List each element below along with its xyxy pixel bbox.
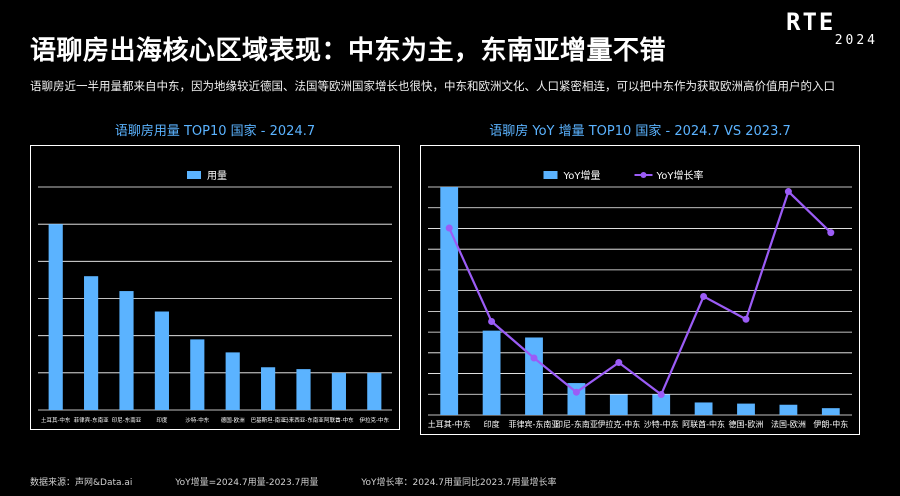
category-label: 法国-欧洲 bbox=[771, 419, 806, 429]
category-label: 马来西亚-东南亚 bbox=[283, 416, 324, 424]
bar bbox=[84, 276, 99, 410]
category-label: 印尼-东南亚 bbox=[555, 419, 598, 429]
bar bbox=[567, 383, 586, 415]
footer: 数据来源：声网&Data.ai YoY增量=2024.7用量-2023.7用量 … bbox=[30, 475, 597, 488]
bar bbox=[737, 403, 755, 415]
line-point bbox=[700, 292, 708, 300]
chart2: 土耳其-中东 印度 菲律宾-东南亚 印尼-东南亚 伊拉克-中东 沙特-中东 阿联酋-中东 德国… bbox=[420, 145, 860, 435]
category-label: 土耳其-中东 bbox=[428, 419, 471, 429]
footer-note-yoy-increment: YoY增量=2024.7用量-2023.7用量 bbox=[175, 478, 319, 488]
category-label: 德国-欧洲 bbox=[221, 416, 245, 424]
bar bbox=[331, 372, 346, 410]
category-label: 沙特-中东 bbox=[185, 416, 209, 424]
category-label: 德国-欧洲 bbox=[729, 419, 764, 429]
bar bbox=[190, 339, 205, 410]
bar bbox=[261, 367, 276, 410]
bar bbox=[440, 187, 459, 415]
chart-frame bbox=[30, 145, 400, 430]
logo-text: RTE bbox=[786, 8, 836, 36]
category-label: 伊朗-中东 bbox=[813, 419, 848, 429]
bar bbox=[367, 372, 382, 410]
line-point bbox=[488, 318, 496, 326]
category-label: 伊拉克-中东 bbox=[360, 416, 390, 424]
bar bbox=[296, 369, 311, 410]
category-label: 阿联酋-中东 bbox=[324, 416, 354, 424]
footer-note-yoy-rate: YoY增长率：2024.7用量同比2023.7用量增长率 bbox=[361, 478, 557, 488]
chart1-title: 语聊房用量 TOP10 国家 - 2024.7 bbox=[114, 124, 316, 139]
chart1: 土耳其-中东 菲律宾-东南亚 印尼-东南亚 印度 沙特-中东 德国-欧洲 巴基斯坦-南亚 马来… bbox=[30, 145, 400, 430]
category-label: 菲律宾-东南亚 bbox=[509, 419, 560, 429]
page-title: 语聊房出海核心区域表现：中东为主，东南亚增量不错 bbox=[30, 36, 667, 66]
category-label: 土耳其-中东 bbox=[41, 416, 71, 424]
category-label: 印度 bbox=[156, 416, 168, 424]
category-label: 沙特-中东 bbox=[644, 419, 679, 429]
bar bbox=[119, 291, 134, 410]
category-label: 伊拉克-中东 bbox=[597, 419, 640, 429]
category-label: 阿联酋-中东 bbox=[682, 419, 725, 429]
line-point bbox=[827, 229, 835, 237]
legend-bar-swatch bbox=[187, 171, 201, 179]
category-label: 印尼-东南亚 bbox=[112, 416, 142, 424]
line-point bbox=[572, 388, 580, 396]
page-subtitle: 语聊房近一半用量都来自中东，因为地缘较近德国、法国等欧洲国家增长也很快，中东和欧… bbox=[30, 79, 835, 93]
category-label: 巴基斯坦-南亚 bbox=[251, 416, 286, 424]
bar bbox=[48, 224, 63, 410]
legend-bar-swatch bbox=[543, 171, 558, 179]
bar bbox=[694, 402, 713, 415]
bar bbox=[652, 394, 671, 415]
bar bbox=[779, 404, 798, 415]
chart1-svg: 土耳其-中东 菲律宾-东南亚 印尼-东南亚 印度 沙特-中东 德国-欧洲 巴基斯坦-南亚马来… bbox=[30, 145, 400, 430]
bar bbox=[525, 337, 543, 415]
line-series bbox=[448, 189, 832, 397]
legend-label: YoY增长率 bbox=[656, 169, 704, 182]
line-point bbox=[530, 354, 538, 362]
legend-label: YoY增量 bbox=[563, 169, 601, 182]
chart-frame bbox=[420, 145, 860, 435]
rte-logo: RTE 2024 bbox=[786, 10, 878, 52]
line-point bbox=[445, 224, 453, 232]
line-point bbox=[657, 390, 665, 398]
line-point bbox=[784, 188, 792, 196]
bar bbox=[482, 330, 501, 415]
bar bbox=[154, 311, 169, 410]
legend-label: 用量 bbox=[207, 170, 227, 182]
bar bbox=[609, 394, 628, 415]
line-point bbox=[615, 359, 623, 367]
legend-line-marker bbox=[640, 172, 647, 178]
logo-year: 2024 bbox=[834, 33, 878, 48]
bar bbox=[821, 408, 840, 415]
bar bbox=[225, 352, 240, 410]
chart2-title: 语聊房 YoY 增量 TOP10 国家 - 2024.7 VS 2023.7 bbox=[489, 124, 791, 139]
footer-source: 数据来源：声网&Data.ai bbox=[30, 478, 133, 488]
line-point bbox=[742, 315, 750, 323]
category-label: 菲律宾-东南亚 bbox=[74, 416, 109, 424]
category-label: 印度 bbox=[484, 419, 500, 429]
